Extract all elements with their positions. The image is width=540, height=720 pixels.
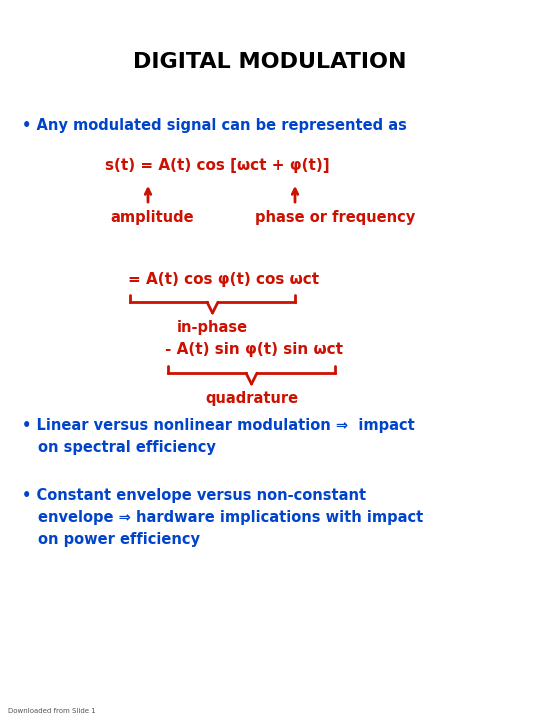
Text: s(t) = A(t) cos [ωᴄt + φ(t)]: s(t) = A(t) cos [ωᴄt + φ(t)] — [105, 158, 329, 173]
Text: quadrature: quadrature — [205, 391, 298, 406]
Text: • Any modulated signal can be represented as: • Any modulated signal can be represente… — [22, 118, 407, 133]
Text: - A(t) sin φ(t) sin ωᴄt: - A(t) sin φ(t) sin ωᴄt — [165, 342, 343, 357]
Text: on spectral efficiency: on spectral efficiency — [38, 440, 216, 455]
Text: phase or frequency: phase or frequency — [255, 210, 415, 225]
Text: amplitude: amplitude — [110, 210, 194, 225]
Text: Downloaded from Slide 1: Downloaded from Slide 1 — [8, 708, 96, 714]
Text: in-phase: in-phase — [177, 320, 248, 335]
Text: • Linear versus nonlinear modulation ⇒  impact: • Linear versus nonlinear modulation ⇒ i… — [22, 418, 415, 433]
Text: DIGITAL MODULATION: DIGITAL MODULATION — [133, 52, 407, 72]
Text: = A(t) cos φ(t) cos ωᴄt: = A(t) cos φ(t) cos ωᴄt — [128, 272, 319, 287]
Text: envelope ⇒ hardware implications with impact: envelope ⇒ hardware implications with im… — [38, 510, 423, 525]
Text: on power efficiency: on power efficiency — [38, 532, 200, 547]
Text: • Constant envelope versus non-constant: • Constant envelope versus non-constant — [22, 488, 366, 503]
